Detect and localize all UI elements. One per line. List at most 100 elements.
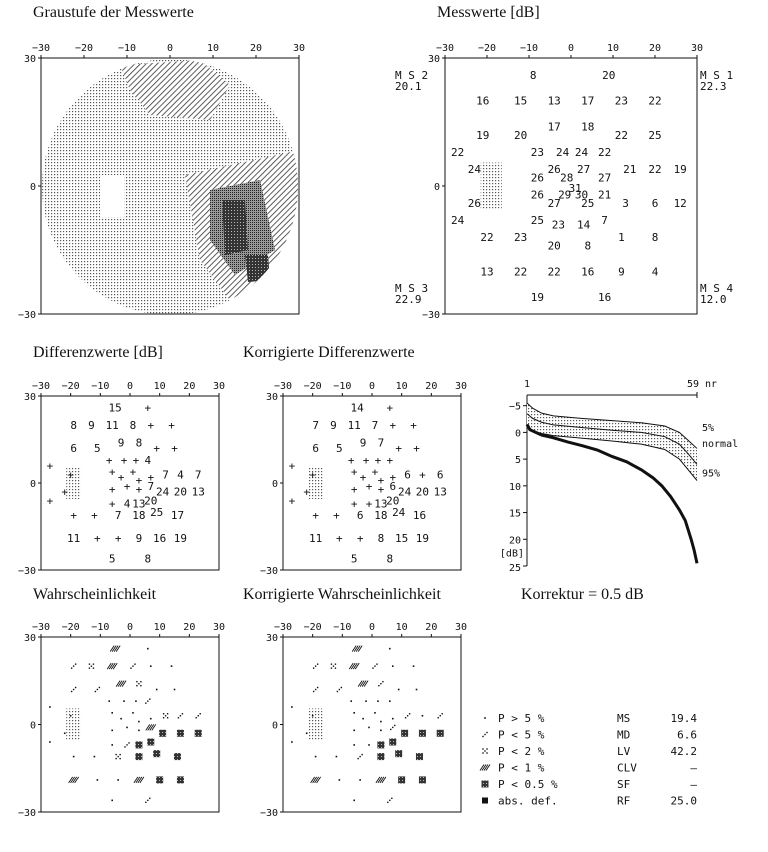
legend-symbol [481, 780, 489, 788]
probability-symbol [138, 729, 140, 732]
diff-values-value: 5 [94, 442, 101, 455]
diff-values-value: 9 [88, 419, 95, 432]
measured-values-y-tick-label: 0 [434, 182, 440, 193]
index-key: SF [617, 778, 630, 791]
probability-symbol [117, 779, 119, 781]
probability-symbol [120, 717, 122, 720]
corr-probability-symbol [357, 753, 363, 760]
corr-probability-x-tick-label: 20 [425, 622, 437, 633]
corr-probability-symbol [359, 779, 361, 781]
measured-values-value: 19 [674, 163, 687, 176]
diff-values-value: + [121, 454, 128, 467]
legend-label: P < 1 % [498, 762, 545, 775]
probability-symbol [70, 686, 77, 693]
diff-values-value: + [136, 474, 143, 487]
probability-x-tick-label: 30 [213, 622, 225, 633]
index-value: 19.4 [671, 712, 698, 725]
measured-values-value: 20 [602, 69, 615, 82]
index-value: 25.0 [671, 795, 698, 808]
symbols-layer [49, 645, 444, 804]
probability-symbol [69, 714, 72, 717]
corr-diff-values-value: 8 [378, 532, 385, 545]
measured-values-value: 18 [581, 120, 594, 133]
diff-values-value: 8 [130, 419, 137, 432]
probability-title: Wahrscheinlichkeit [33, 586, 157, 603]
diff-values-value: 4 [177, 468, 184, 481]
measured-values-value: 16 [476, 95, 489, 108]
corr-diff-values-value: + [289, 494, 296, 507]
measured-values-value: 14 [577, 218, 591, 231]
diff-values-x-tick-label: −10 [91, 381, 109, 392]
index-key: MD [617, 729, 630, 742]
diff-values-value: + [109, 483, 116, 496]
measured-values-value: 4 [652, 265, 659, 278]
measured-values-value: 28 [560, 171, 573, 184]
probability-symbol [130, 663, 136, 669]
curve-series-label: 5% [702, 423, 714, 434]
measured-values-value: 22 [514, 265, 527, 278]
diff-values-value: 9 [136, 532, 143, 545]
corr-diff-values-value: + [375, 454, 382, 467]
probability-symbol [88, 663, 95, 669]
diff-values-value: 8 [136, 436, 143, 449]
diff-values-value: + [47, 460, 54, 473]
grayscale-x-tick-label: 20 [250, 43, 262, 54]
corr-probability-symbol [390, 724, 396, 731]
index-value: — [690, 762, 697, 775]
curve-series-label: 95% [702, 468, 720, 479]
diff-values-value: 9 [118, 436, 125, 449]
diff-values-value: + [109, 497, 116, 510]
corr-diff-values-value: 6 [404, 468, 411, 481]
diff-values-value: + [61, 486, 68, 499]
corr-diff-values-value: + [395, 442, 402, 455]
corr-diff-values-value: 6 [389, 480, 396, 493]
legend-label: P < 0.5 % [498, 778, 558, 791]
diff-values-value: 7 [115, 509, 122, 522]
measured-values-value: 25 [648, 129, 661, 142]
corr-diff-values-value: 6 [437, 468, 444, 481]
probability-y-tick-label: 0 [30, 721, 36, 732]
diff-values-value: + [109, 465, 116, 478]
corr-probability-x-tick-label: −10 [333, 622, 351, 633]
measured-values-value: 15 [514, 95, 527, 108]
corr-diff-values-y-tick-label: −30 [260, 566, 278, 577]
probability-symbol [159, 729, 167, 737]
corr-probability-symbol [377, 741, 385, 749]
probability-symbol [111, 712, 113, 714]
corr-diff-values-value: + [372, 465, 379, 478]
corr-diff-values-value: 7 [312, 419, 319, 432]
curve-series-label: normal [702, 439, 738, 450]
diff-values-value: 24 [156, 486, 170, 499]
measured-values-value: 26 [468, 197, 481, 210]
legend-label: P < 5 % [498, 729, 545, 742]
corr-probability-symbol [305, 732, 308, 735]
corr-probability-y-tick-label: −30 [260, 808, 278, 819]
corr-probability-symbol [391, 717, 394, 720]
cumulative-defect-curve: 1 59 nr −5 0 5 10 15 20 [dB] 25 5% normal 95% [500, 379, 738, 574]
corr-diff-values-value: + [378, 474, 385, 487]
blind-spot-region [100, 175, 124, 217]
measured-values-value: 8 [530, 69, 537, 82]
diff-values-value: 13 [192, 486, 205, 499]
measured-values-value: 24 [556, 146, 570, 159]
measured-values-value: 25 [531, 214, 544, 227]
index-value: 6.6 [677, 729, 697, 742]
corr-probability-x-tick-label: 10 [396, 622, 408, 633]
legend-symbol [479, 764, 491, 771]
diff-values-value: 7 [162, 468, 169, 481]
corr-probability-symbol [380, 720, 382, 723]
measured-values-x-tick-label: 30 [691, 43, 703, 54]
curve-y-tick-label: 0 [515, 428, 521, 439]
measured-values-value: 16 [581, 265, 594, 278]
grayscale-y-tick-label: 0 [30, 182, 36, 193]
probability-symbol [94, 686, 101, 693]
diff-values-value: 6 [70, 442, 77, 455]
diff-values-value: + [147, 471, 154, 484]
measured-values-value: 26 [531, 189, 544, 202]
probability-symbol [162, 713, 169, 719]
corr-probability-symbol [365, 700, 367, 702]
measured-values-value: 3 [622, 197, 629, 210]
corr-diff-values-value: + [410, 419, 417, 432]
